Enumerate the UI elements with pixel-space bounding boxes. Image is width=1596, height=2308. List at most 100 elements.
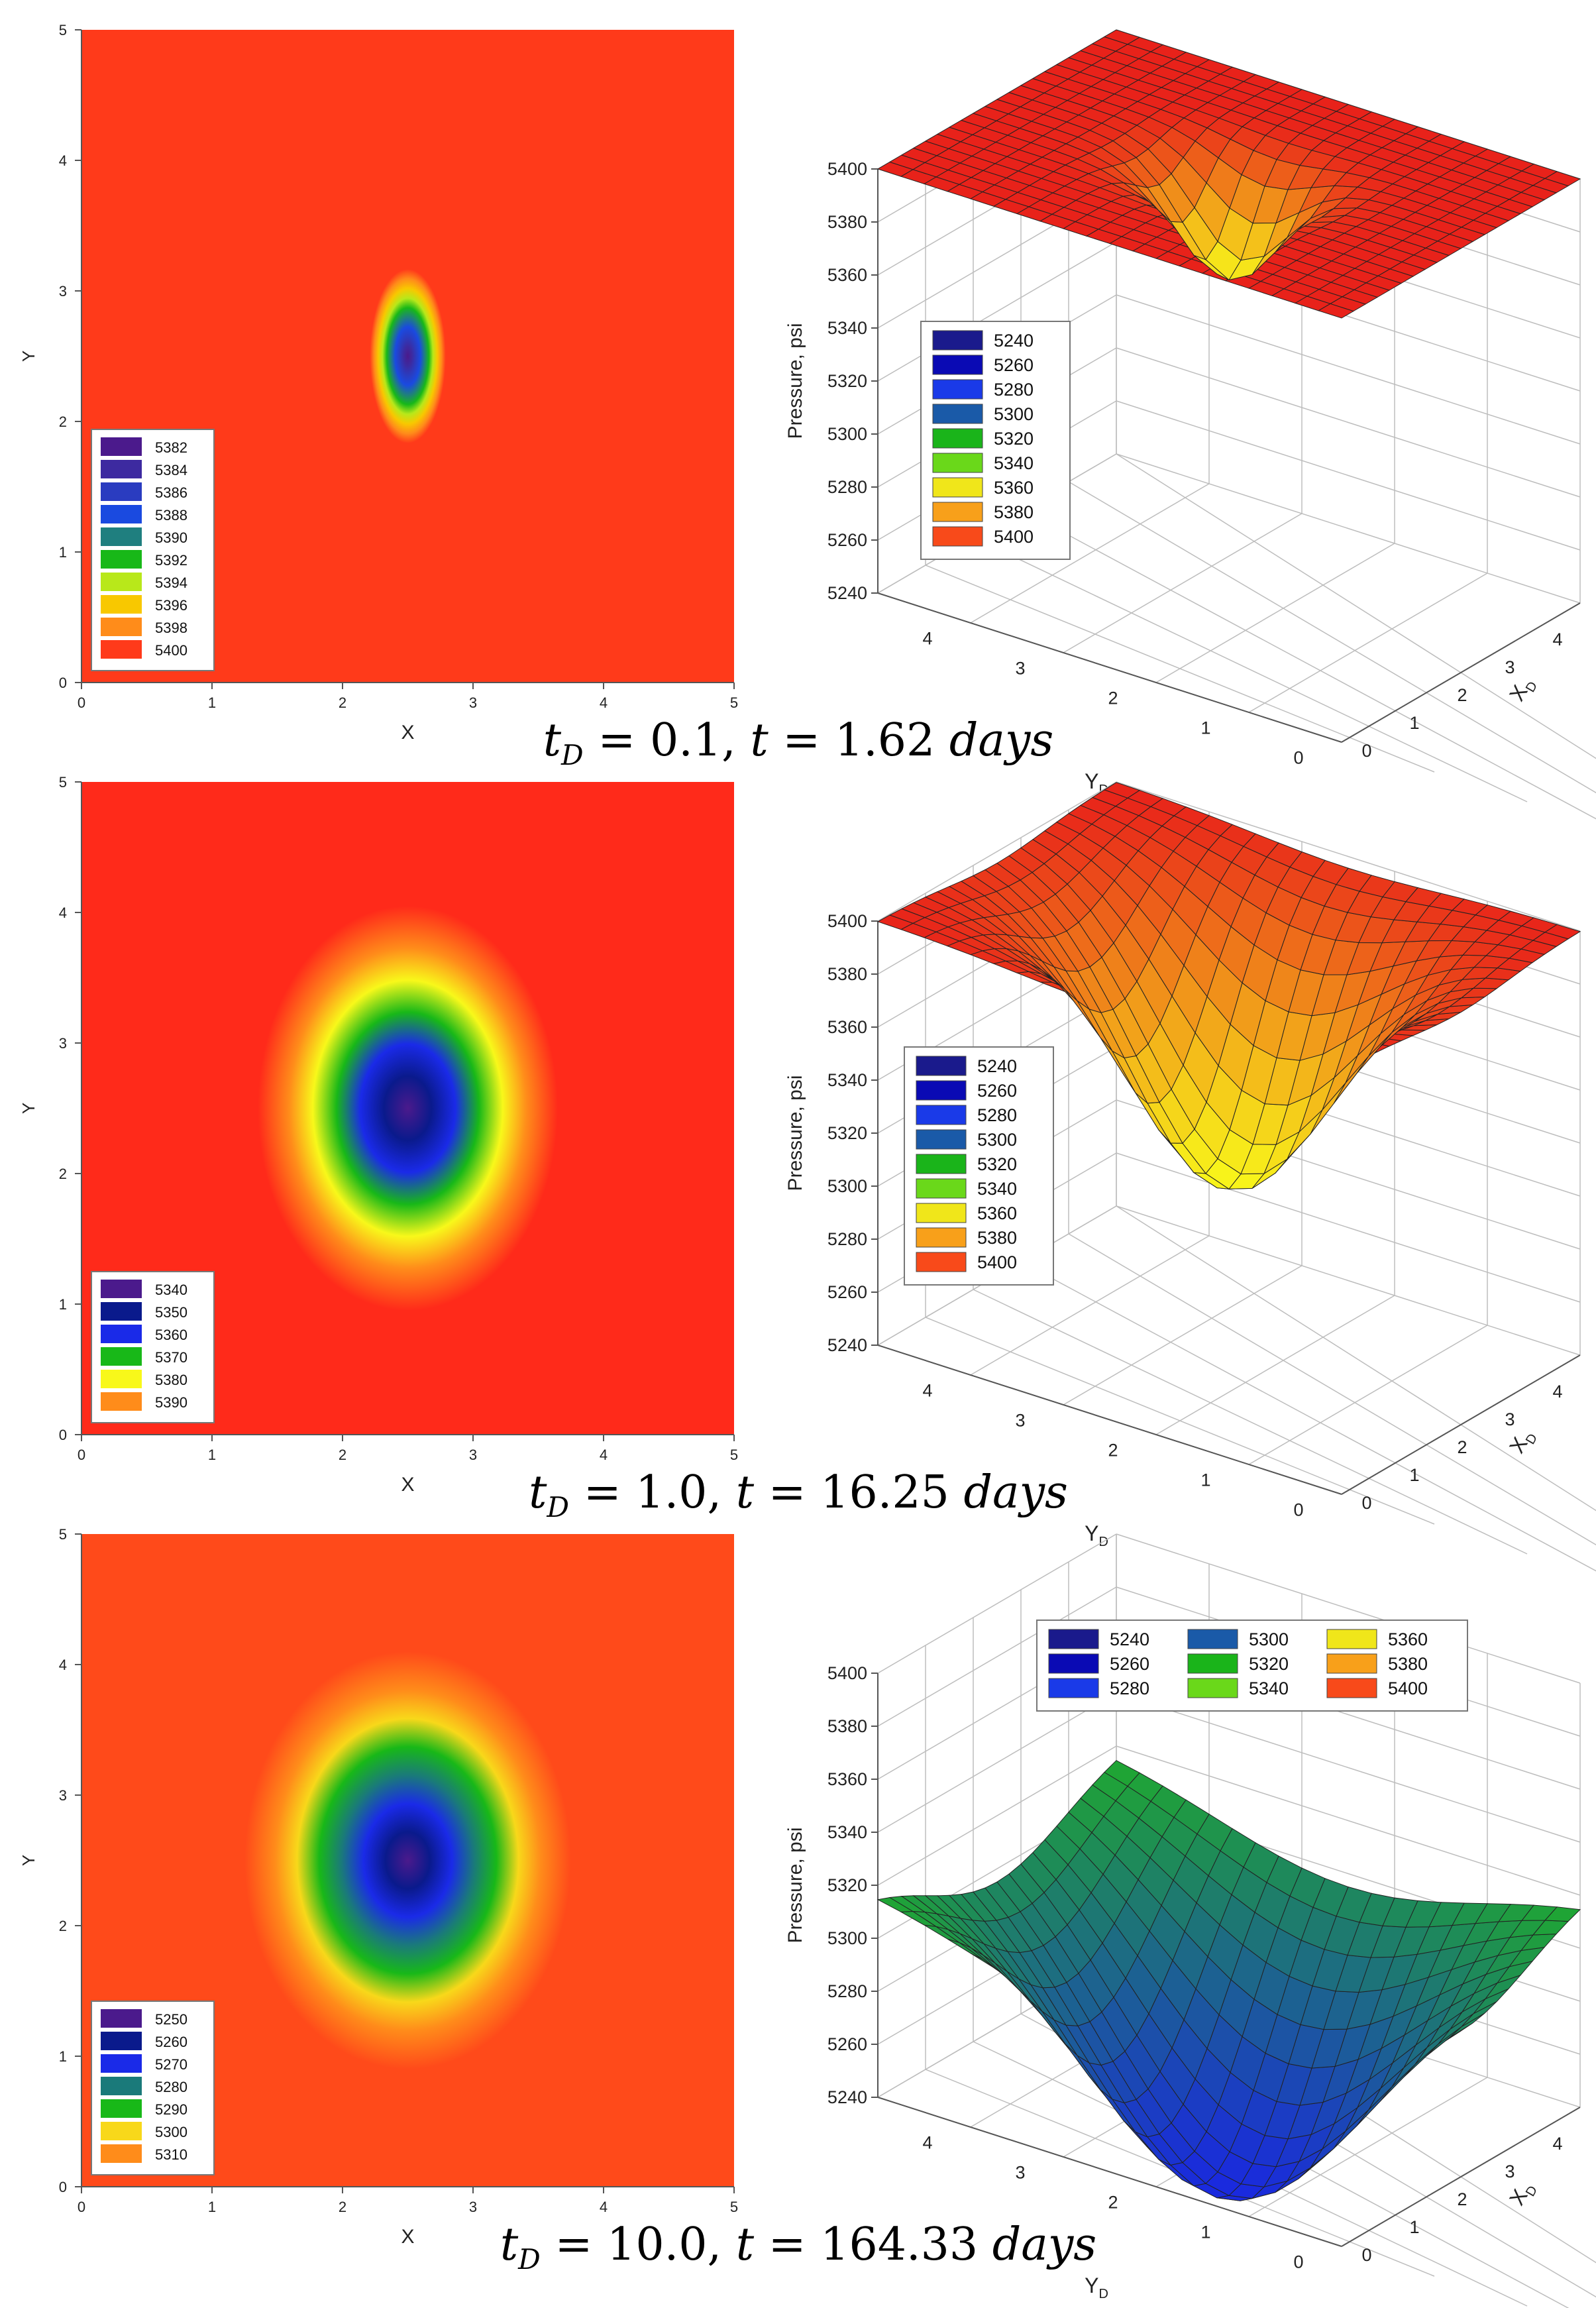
legend-swatch xyxy=(101,482,142,501)
legend-label: 5310 xyxy=(155,2146,187,2163)
legend-label: 5384 xyxy=(155,462,187,478)
x-tick-label: 4 xyxy=(600,1447,608,1463)
well-drawdown-region xyxy=(244,1651,571,2069)
floor-gridline xyxy=(1155,543,1395,683)
floor-gridline xyxy=(1155,1295,1395,1435)
yd-label-main: Y xyxy=(1085,769,1098,793)
wall-gridline xyxy=(1116,1205,1581,1356)
legend-label: 5300 xyxy=(994,404,1034,424)
surface-cell xyxy=(1104,1760,1140,1787)
legend-swatch xyxy=(916,1203,967,1223)
caption-time-symbol: t xyxy=(750,714,769,767)
z-tick-label: 5340 xyxy=(827,318,867,338)
legend-swatch xyxy=(916,1105,967,1125)
legend-swatch xyxy=(101,2144,142,2163)
legend-label: 5260 xyxy=(994,355,1034,375)
yd-tick-label: 4 xyxy=(922,629,932,649)
floor-gridline xyxy=(1063,1265,1303,1405)
y-tick-label: 2 xyxy=(59,413,67,430)
y-axis-label: Y xyxy=(19,1103,38,1114)
x-tick-label: 2 xyxy=(339,694,346,711)
x-tick-label: 3 xyxy=(469,694,477,711)
caption-t-subscript: D xyxy=(560,739,584,771)
wall-gridline xyxy=(1116,1745,1581,1896)
surface-plot: 5400 5380 5360 5340 5320 5300 5280 5260 5240 Pres… xyxy=(784,29,1596,820)
wall-gridline xyxy=(1116,294,1581,445)
y-tick-label: 3 xyxy=(59,1035,67,1052)
yd-label-main: Y xyxy=(1085,2274,1098,2297)
floor-gridline xyxy=(973,537,1528,802)
legend-label: 5340 xyxy=(1249,1678,1289,1698)
x-tick-label: 5 xyxy=(730,1447,738,1463)
legend-swatch xyxy=(1048,1678,1099,1698)
z-tick-label: 5260 xyxy=(827,2034,867,2054)
legend-swatch xyxy=(101,437,142,456)
y-axis-label: Y xyxy=(19,351,38,362)
panel-2: 0 1 2 3 4 5012345XY53405350536053705380539054… xyxy=(19,774,1596,1572)
z-tick-label: 5280 xyxy=(827,477,867,497)
legend-label: 5360 xyxy=(155,1327,187,1343)
yd-tick-label: 0 xyxy=(1293,748,1303,768)
x-tick-label: 2 xyxy=(339,2199,346,2215)
legend-label: 5320 xyxy=(1249,1654,1289,1674)
xd-axis-line xyxy=(1341,2107,1581,2247)
yd-tick-label: 3 xyxy=(1015,659,1025,679)
surface-legend-box xyxy=(1036,1620,1468,1712)
xd-tick-label: 4 xyxy=(1552,1382,1562,1401)
y-tick-label: 4 xyxy=(59,152,67,169)
legend-swatch xyxy=(932,404,983,424)
xd-tick-label: 1 xyxy=(1409,2217,1419,2237)
legend-swatch xyxy=(101,2099,142,2118)
legend-swatch xyxy=(916,1056,967,1076)
legend-label: 5400 xyxy=(994,527,1034,547)
legend-label: 5350 xyxy=(155,1304,187,1321)
y-tick-label: 1 xyxy=(59,1296,67,1313)
y-tick-label: 1 xyxy=(59,544,67,561)
contour-plot: 0 1 2 3 4 5 0 1 2 3 4 5 X Y 5382 5384 5386 5388 5390 5392 53… xyxy=(19,22,738,743)
floor-gridline xyxy=(973,1289,1528,1555)
legend-swatch xyxy=(101,2009,142,2028)
floor-gridline xyxy=(1248,1325,1488,1465)
x-tick-label: 3 xyxy=(469,1447,477,1463)
yd-tick-label: 0 xyxy=(1293,1500,1303,1520)
legend-swatch xyxy=(916,1154,967,1174)
legend-swatch xyxy=(1048,1629,1099,1649)
floor-gridline xyxy=(1068,481,1596,794)
xd-tick-label: 3 xyxy=(1505,657,1515,677)
legend-label: 5300 xyxy=(977,1130,1017,1150)
xd-tick-label: 0 xyxy=(1361,1493,1371,1513)
legend-swatch xyxy=(932,355,983,375)
legend-swatch xyxy=(101,1280,142,1298)
legend-swatch xyxy=(916,1227,967,1248)
x-tick-label: 0 xyxy=(78,2199,85,2215)
legend-label: 5380 xyxy=(155,1372,187,1388)
legend-label: 5380 xyxy=(1388,1654,1428,1674)
z-tick-label: 5360 xyxy=(827,1017,867,1037)
xd-axis-line xyxy=(1341,1354,1581,1495)
legend-swatch xyxy=(1187,1629,1238,1649)
yd-axis-line xyxy=(877,2097,1342,2247)
caption-time-symbol: t xyxy=(736,2219,755,2271)
legend-label: 5390 xyxy=(155,529,187,546)
legend-label: 5398 xyxy=(155,620,187,636)
xd-axis-label: XD xyxy=(1505,1425,1540,1459)
x-tick-label: 3 xyxy=(469,2199,477,2215)
z-tick-label: 5320 xyxy=(827,1123,867,1143)
caption-t-subscript: D xyxy=(517,2243,541,2276)
floor-gridline xyxy=(1116,1205,1596,1511)
legend-label: 5280 xyxy=(155,2079,187,2095)
legend-label: 5400 xyxy=(155,642,187,659)
legend-label: 5400 xyxy=(977,1252,1017,1272)
caption-time-value: = 164.33 xyxy=(754,2219,992,2271)
z-tick-label: 5240 xyxy=(827,583,867,603)
z-tick-label: 5380 xyxy=(827,1716,867,1736)
panel-caption: tD = 0.1, t = 1.62 days xyxy=(543,714,1054,771)
legend-swatch xyxy=(101,618,142,636)
z-tick-label: 5260 xyxy=(827,1282,867,1302)
legend-label: 5280 xyxy=(977,1105,1017,1125)
legend-swatch xyxy=(932,477,983,498)
wall-gridline xyxy=(877,1745,1117,1886)
yd-axis-line xyxy=(877,592,1342,743)
legend-swatch xyxy=(916,1252,967,1272)
y-tick-label: 5 xyxy=(59,1526,67,1543)
